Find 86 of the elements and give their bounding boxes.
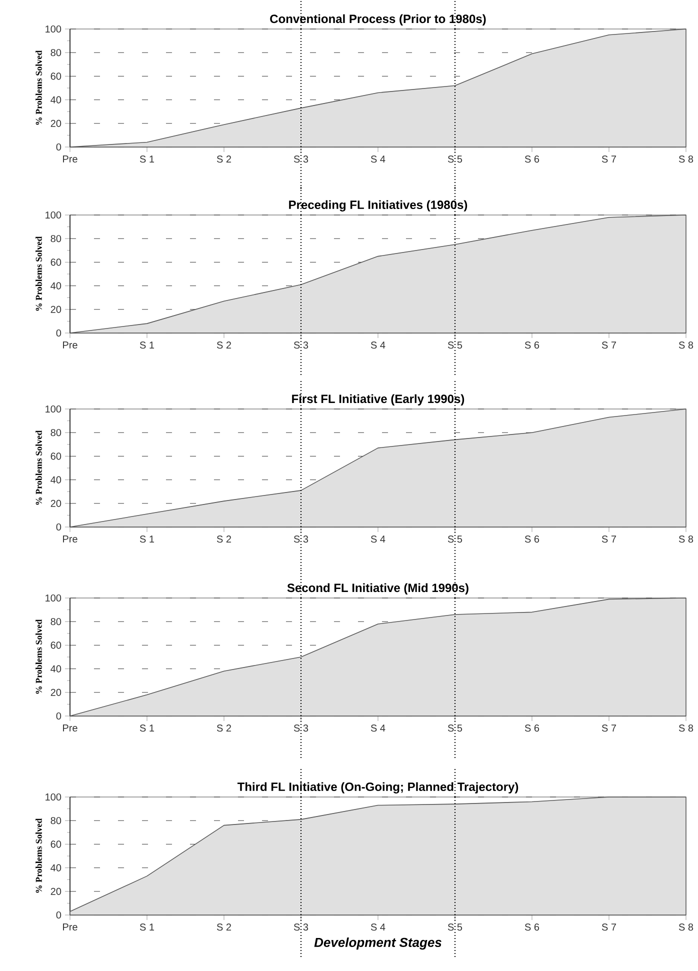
x-tick-label: S 3 [294, 156, 308, 163]
y-tick-label: 20 [50, 120, 62, 127]
x-axis-title: Development Stages [314, 937, 442, 950]
x-tick-label: S 2 [216, 536, 231, 543]
chart-title: Third FL Initiative (On-Going; Planned Trajectory) [237, 782, 518, 794]
y-tick-label: 100 [46, 211, 62, 219]
y-tick-label: 20 [50, 500, 62, 507]
x-tick-label: S 4 [370, 342, 386, 349]
y-tick-label: 100 [46, 405, 62, 413]
y-tick-label: 100 [46, 793, 62, 801]
y-tick-label: 0 [56, 712, 62, 720]
y-tick-label: 40 [50, 476, 62, 484]
x-tick-label: S 7 [602, 536, 616, 543]
x-tick-label: S 7 [602, 342, 616, 349]
chart-title: Second FL Initiative (Mid 1990s) [287, 583, 468, 594]
x-tick-label: S 1 [140, 536, 154, 543]
x-tick-label: Pre [63, 536, 78, 543]
x-tick-label: S 6 [524, 536, 540, 543]
y-tick-label: 80 [50, 235, 62, 242]
y-axis-title: % Problems Solved [36, 50, 42, 125]
x-tick-label: S 2 [216, 924, 231, 931]
x-tick-label: S 2 [216, 342, 231, 349]
y-tick-label: 100 [46, 25, 62, 33]
y-tick-label: 80 [50, 618, 62, 626]
y-tick-label: 80 [50, 817, 62, 824]
chart-title: First FL Initiative (Early 1990s) [292, 394, 464, 406]
x-tick-label: S 6 [524, 342, 540, 349]
x-tick-label: S 8 [678, 342, 694, 349]
x-tick-label: S 7 [602, 724, 616, 732]
chart-title: Preceding FL Initiatives (1980s) [289, 200, 468, 212]
y-axis-title: % Problems Solved [36, 818, 42, 893]
y-tick-label: 0 [56, 143, 62, 151]
y-tick-label: 0 [56, 911, 62, 919]
x-tick-label: S 1 [140, 924, 154, 931]
x-tick-label: S 5 [448, 342, 462, 349]
y-tick-label: 40 [50, 282, 62, 290]
x-tick-label: S 5 [448, 724, 462, 732]
y-tick-label: 20 [50, 888, 62, 895]
y-tick-label: 60 [50, 72, 62, 80]
x-tick-label: Pre [63, 724, 78, 732]
y-axis-title: % Problems Solved [36, 430, 42, 505]
x-tick-label: S 4 [370, 536, 386, 543]
y-tick-label: 80 [50, 429, 62, 436]
x-tick-label: Pre [63, 342, 78, 349]
x-tick-label: S 5 [448, 536, 462, 543]
y-tick-label: 20 [50, 688, 62, 696]
x-tick-label: S 6 [524, 924, 540, 931]
y-tick-label: 40 [50, 864, 62, 872]
y-tick-label: 60 [50, 452, 62, 460]
x-tick-label: S 5 [448, 924, 462, 931]
x-tick-label: S 8 [678, 536, 694, 543]
y-tick-label: 100 [46, 594, 62, 602]
x-tick-label: S 6 [524, 724, 540, 732]
x-tick-label: S 8 [678, 924, 694, 931]
y-tick-label: 60 [50, 258, 62, 266]
y-tick-label: 60 [50, 642, 62, 649]
x-tick-label: S 4 [370, 156, 386, 163]
y-tick-label: 40 [50, 665, 62, 672]
x-tick-label: S 1 [140, 724, 154, 732]
y-tick-label: 0 [56, 523, 62, 531]
y-tick-label: 0 [56, 329, 62, 337]
x-tick-label: Pre [63, 924, 78, 931]
x-tick-label: S 7 [602, 924, 616, 931]
x-tick-label: S 3 [294, 536, 308, 543]
x-tick-label: S 3 [294, 924, 308, 931]
x-tick-label: S 5 [448, 156, 462, 163]
x-tick-label: S 2 [216, 724, 231, 732]
x-tick-label: S 1 [140, 342, 154, 349]
chart-title: Conventional Process (Prior to 1980s) [270, 14, 486, 26]
x-tick-label: S 3 [294, 342, 308, 349]
x-tick-label: S 4 [370, 924, 386, 931]
y-tick-label: 40 [50, 96, 62, 104]
y-tick-label: 20 [50, 306, 62, 313]
x-tick-label: Pre [63, 156, 78, 163]
x-tick-label: S 2 [216, 156, 231, 163]
y-tick-label: 60 [50, 840, 62, 848]
y-axis-title: % Problems Solved [36, 619, 42, 694]
x-tick-label: S 4 [370, 724, 386, 732]
x-tick-label: S 3 [294, 724, 308, 732]
x-tick-label: S 7 [602, 156, 616, 163]
x-tick-label: S 8 [678, 156, 694, 163]
y-axis-title: % Problems Solved [36, 236, 42, 311]
x-tick-label: S 6 [524, 156, 540, 163]
y-tick-label: 80 [50, 49, 62, 56]
x-tick-label: S 1 [140, 156, 154, 163]
x-tick-label: S 8 [678, 724, 694, 732]
